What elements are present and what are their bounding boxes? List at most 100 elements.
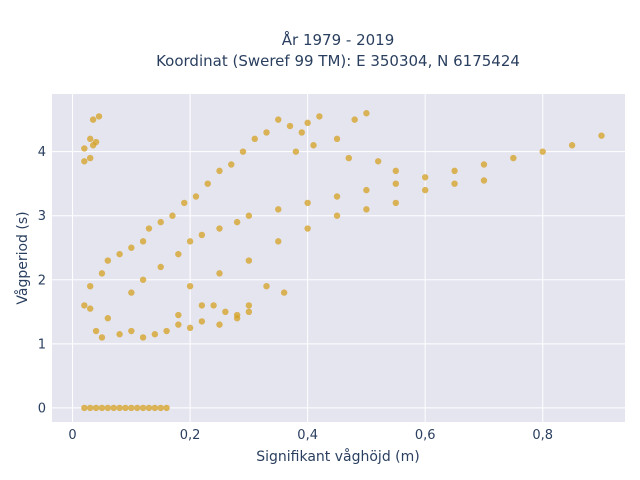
data-point: [87, 154, 94, 162]
data-point: [186, 324, 194, 332]
data-point: [98, 334, 106, 341]
data-point: [81, 145, 88, 152]
data-point: [81, 404, 88, 412]
data-point: [122, 404, 129, 412]
data-point: [345, 154, 352, 162]
data-point: [263, 282, 270, 290]
data-point: [92, 327, 100, 335]
x-axis-ticks: 0 0,2 0,4 0,6 0,8: [68, 428, 553, 443]
data-point: [95, 113, 103, 120]
data-point: [233, 218, 241, 226]
data-point: [139, 238, 147, 245]
data-point: [392, 167, 399, 175]
data-point: [451, 180, 458, 187]
data-point: [110, 404, 117, 412]
data-point: [286, 122, 294, 130]
data-point: [363, 110, 370, 117]
data-point: [275, 116, 282, 123]
data-point: [216, 321, 223, 328]
y-tick-label: 2: [38, 273, 46, 288]
data-point: [163, 404, 170, 412]
y-axis-title: Vågperiod (s): [14, 211, 31, 304]
data-point: [392, 199, 399, 207]
data-point: [104, 404, 112, 412]
data-point: [216, 167, 223, 175]
y-tick-label: 3: [38, 209, 46, 224]
data-point: [92, 404, 100, 412]
data-point: [392, 180, 399, 187]
x-tick-label: 0,6: [415, 428, 436, 443]
data-point: [139, 334, 147, 341]
data-point: [245, 308, 253, 316]
data-point: [157, 218, 164, 226]
x-tick-label: 0,4: [297, 428, 318, 443]
data-point: [421, 186, 429, 194]
data-point: [480, 161, 488, 168]
data-point: [539, 148, 546, 155]
data-point: [186, 282, 194, 290]
data-point: [116, 331, 123, 338]
y-tick-label: 1: [38, 337, 46, 352]
chart-title: År 1979 - 2019: [282, 30, 395, 49]
data-point: [245, 257, 253, 264]
plot-background: [52, 94, 625, 422]
data-point: [333, 135, 341, 143]
data-point: [104, 257, 112, 264]
data-point: [181, 199, 188, 207]
data-point: [363, 206, 370, 213]
data-point: [81, 158, 88, 165]
data-points: [81, 110, 605, 412]
data-point: [251, 135, 258, 143]
data-point: [204, 180, 211, 187]
data-point: [280, 289, 288, 296]
data-point: [333, 193, 341, 200]
data-point: [145, 225, 153, 232]
y-tick-label: 4: [38, 145, 46, 160]
data-point: [292, 148, 300, 155]
data-point: [263, 129, 270, 136]
x-tick-label: 0: [68, 428, 76, 443]
data-point: [175, 311, 182, 319]
data-point: [87, 282, 94, 290]
data-point: [134, 404, 141, 412]
data-point: [210, 302, 217, 309]
data-point: [198, 302, 206, 309]
data-point: [198, 318, 206, 325]
data-point: [92, 138, 100, 146]
data-point: [480, 177, 488, 184]
data-point: [128, 244, 135, 251]
data-point: [98, 270, 106, 277]
data-point: [81, 302, 88, 309]
data-point: [228, 161, 235, 168]
data-point: [239, 148, 247, 155]
data-point: [145, 404, 153, 412]
data-point: [451, 167, 458, 175]
data-point: [151, 331, 159, 338]
data-point: [275, 206, 282, 213]
data-point: [87, 305, 94, 312]
data-point: [87, 404, 94, 412]
data-point: [128, 289, 135, 296]
data-point: [216, 225, 223, 232]
data-point: [104, 315, 112, 322]
data-point: [304, 225, 311, 232]
data-point: [151, 404, 159, 412]
data-point: [421, 174, 429, 181]
data-point: [169, 212, 176, 219]
x-tick-label: 0,8: [532, 428, 553, 443]
data-point: [198, 231, 206, 239]
data-point: [175, 250, 182, 258]
y-tick-label: 0: [38, 401, 46, 416]
data-point: [598, 132, 605, 139]
data-point: [116, 250, 123, 258]
data-point: [333, 212, 341, 219]
data-point: [304, 119, 311, 127]
data-point: [351, 116, 358, 123]
data-point: [139, 404, 147, 412]
data-point: [304, 199, 311, 207]
data-point: [216, 270, 223, 277]
data-point: [310, 142, 317, 149]
data-point: [245, 302, 253, 309]
data-point: [157, 404, 164, 412]
